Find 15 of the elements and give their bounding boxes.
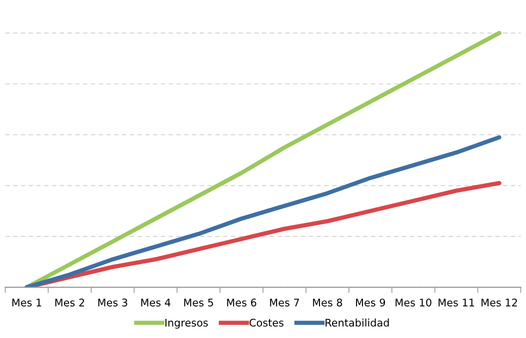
x-tick-label: Mes 5 [184, 298, 214, 306]
legend-label: Rentabilidad [326, 318, 389, 327]
x-tick-label: Mes 7 [270, 298, 299, 306]
x-tick-label: Mes 12 [482, 298, 517, 306]
legend-label: Ingresos [165, 318, 208, 329]
x-tick-label: Mes 1 [12, 298, 42, 306]
x-tick-label: Mes 3 [98, 298, 128, 306]
x-tick-label: Mes 4 [141, 298, 170, 306]
x-tick-label: Mes 2 [55, 298, 84, 306]
x-tick-label: Mes 11 [438, 298, 474, 306]
x-tick-label: Mes 10 [396, 298, 432, 306]
legend-label: Costes [250, 318, 284, 327]
x-tick-label: Mes 6 [227, 298, 256, 306]
x-tick-label: Mes 9 [356, 298, 386, 306]
x-tick-label: Mes 8 [313, 298, 342, 306]
